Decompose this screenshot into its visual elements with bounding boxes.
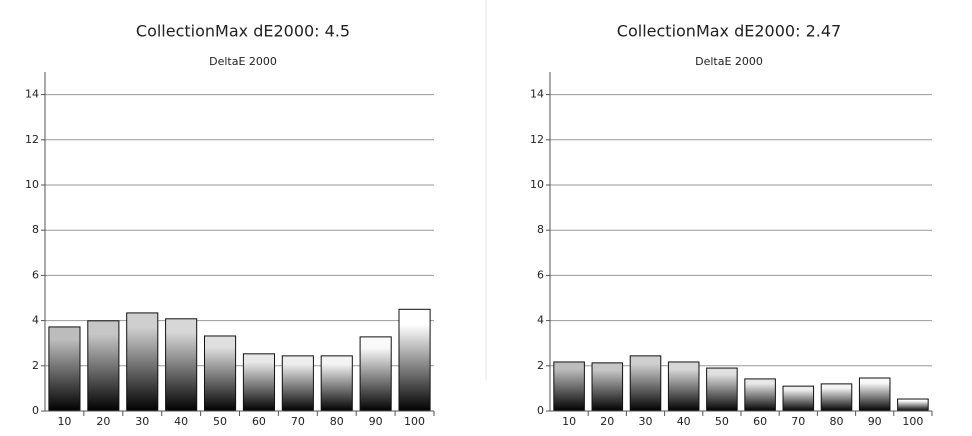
x-tick-label: 70 (791, 415, 805, 428)
bar (126, 312, 159, 412)
y-tick-label: 12 (25, 133, 39, 146)
y-tick-label: 14 (530, 88, 544, 101)
x-tick-label: 10 (57, 415, 71, 428)
x-tick-label: 40 (174, 415, 188, 428)
x-tick-label: 100 (902, 415, 923, 428)
x-tick-label: 50 (715, 415, 729, 428)
x-tick-label: 70 (291, 415, 305, 428)
bar (820, 383, 853, 412)
x-tick-label: 30 (639, 415, 653, 428)
x-tick-label: 90 (868, 415, 882, 428)
chart-title: CollectionMax dE2000: 2.47 (617, 22, 841, 41)
y-tick-label: 10 (25, 178, 39, 191)
x-tick-label: 80 (830, 415, 844, 428)
bar (165, 318, 198, 412)
bar (320, 355, 353, 412)
y-tick-label: 8 (537, 223, 544, 236)
bar (897, 398, 929, 412)
y-tick-label: 6 (537, 268, 544, 281)
x-tick-label: 20 (96, 415, 110, 428)
bar (359, 336, 392, 412)
bar (203, 335, 237, 412)
x-tick-label: 30 (135, 415, 149, 428)
bar (858, 377, 891, 412)
bar (48, 326, 81, 412)
y-tick-label: 4 (537, 314, 544, 327)
bar (706, 367, 738, 412)
y-tick-label: 0 (32, 404, 39, 417)
x-tick-label: 100 (404, 415, 425, 428)
y-tick-label: 2 (537, 359, 544, 372)
chart: CollectionMax dE2000: 2.47 DeltaE 2000 0 2 4… (530, 22, 933, 428)
bar (87, 320, 120, 412)
y-tick-label: 4 (32, 314, 39, 327)
x-tick-label: 20 (600, 415, 614, 428)
bar (591, 362, 624, 412)
x-tick-label: 80 (330, 415, 344, 428)
bar (398, 308, 431, 412)
x-tick-label: 90 (369, 415, 383, 428)
chart: CollectionMax dE2000: 4.5 DeltaE 2000 0 2 4 6… (25, 22, 435, 428)
x-tick-label: 40 (677, 415, 691, 428)
x-tick-label: 60 (753, 415, 767, 428)
x-tick-label: 60 (252, 415, 266, 428)
bar (667, 361, 700, 412)
x-tick-label: 50 (213, 415, 227, 428)
bar (553, 361, 585, 412)
bar (242, 353, 276, 412)
y-tick-label: 0 (537, 404, 544, 417)
y-tick-label: 10 (530, 178, 544, 191)
y-tick-label: 6 (32, 268, 39, 281)
chart-subtitle: DeltaE 2000 (695, 55, 763, 68)
bar (782, 385, 815, 412)
y-tick-label: 14 (25, 88, 39, 101)
bar (281, 355, 314, 412)
x-tick-label: 10 (562, 415, 576, 428)
bar (629, 355, 662, 412)
y-tick-label: 2 (32, 359, 39, 372)
y-tick-label: 12 (530, 133, 544, 146)
chart-subtitle: DeltaE 2000 (209, 55, 277, 68)
bar (744, 378, 776, 412)
chart-title: CollectionMax dE2000: 4.5 (136, 22, 350, 41)
y-tick-label: 8 (32, 223, 39, 236)
